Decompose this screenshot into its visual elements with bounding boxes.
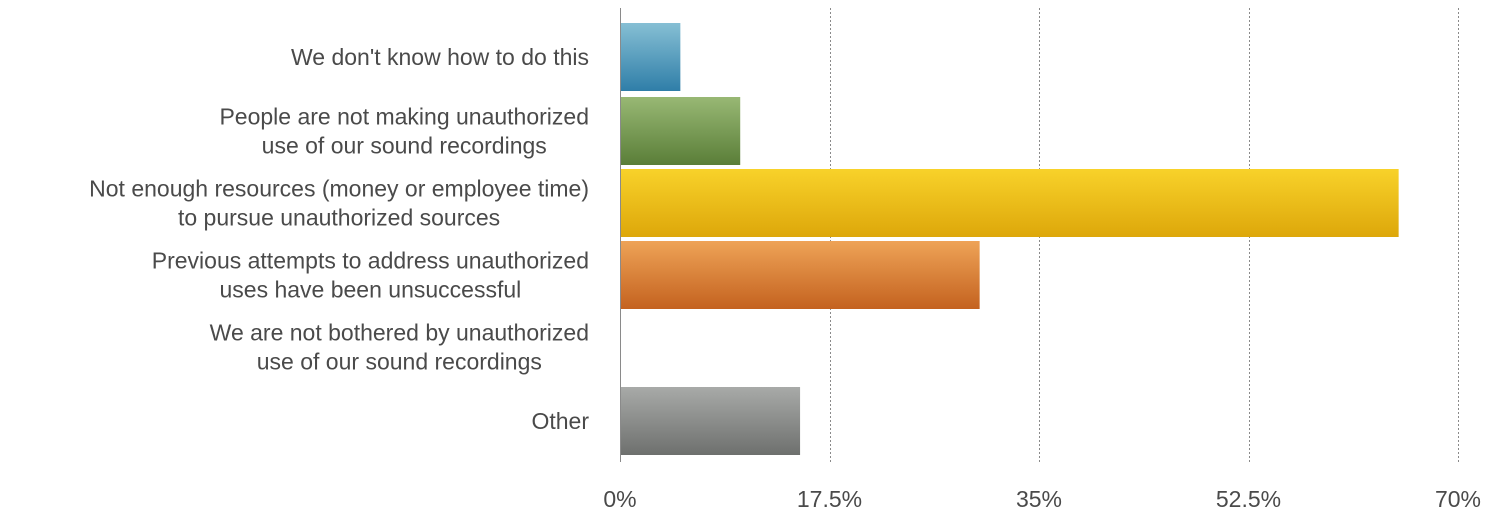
x-tick-label-4: 70% xyxy=(1435,486,1481,512)
category-label-2: Not enough resources (money or employee … xyxy=(89,176,589,231)
bar-5 xyxy=(620,387,801,455)
category-label-0: We don't know how to do this xyxy=(291,44,589,70)
category-label-line: uses have been unsuccessful xyxy=(219,277,521,303)
category-label-line: Not enough resources (money or employee … xyxy=(89,176,589,202)
bars xyxy=(620,23,1399,455)
bar-1 xyxy=(620,97,741,165)
x-tick-label-0: 0% xyxy=(603,486,636,512)
x-tick-label-2: 35% xyxy=(1016,486,1062,512)
category-label-line: to pursue unauthorized sources xyxy=(178,205,500,231)
category-label-line: use of our sound recordings xyxy=(262,133,547,159)
bar-2 xyxy=(620,169,1399,237)
bar-0 xyxy=(620,23,681,91)
category-label-line: We are not bothered by unauthorized xyxy=(210,320,589,346)
category-labels: We don't know how to do this People are n… xyxy=(89,44,589,434)
tick-labels: 0% 17.5% 35% 52.5% 70% xyxy=(603,486,1481,512)
category-label-line: We don't know how to do this xyxy=(291,44,589,70)
category-label-line: People are not making unauthorized xyxy=(219,104,589,130)
x-tick-label-1: 17.5% xyxy=(797,486,862,512)
category-label-5: Other xyxy=(531,408,589,434)
x-tick-label-3: 52.5% xyxy=(1216,486,1281,512)
category-label-3: Previous attempts to address unauthorize… xyxy=(152,248,589,303)
bar-3 xyxy=(620,241,980,309)
category-label-4: We are not bothered by unauthorized use o… xyxy=(210,320,589,375)
category-label-line: Other xyxy=(531,408,589,434)
category-label-line: use of our sound recordings xyxy=(257,349,542,375)
category-label-line: Previous attempts to address unauthorize… xyxy=(152,248,589,274)
category-label-1: People are not making unauthorized use of… xyxy=(219,104,589,159)
